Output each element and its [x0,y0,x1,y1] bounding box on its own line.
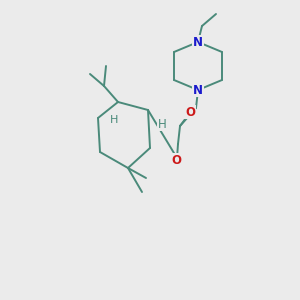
Text: N: N [193,83,203,97]
Text: O: O [185,106,195,118]
Text: H: H [110,115,118,125]
Text: O: O [171,154,181,166]
Text: N: N [193,35,203,49]
Text: H: H [158,118,166,130]
